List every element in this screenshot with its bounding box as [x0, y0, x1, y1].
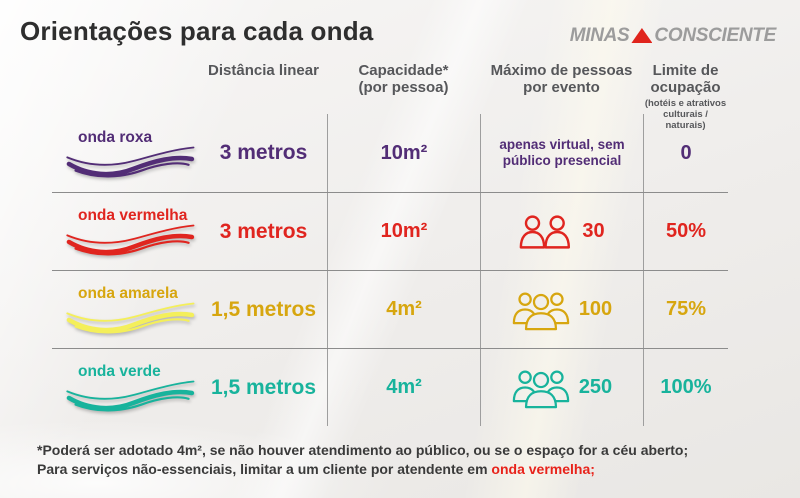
footnote-highlight: onda vermelha;: [491, 461, 595, 477]
max-people-count: 30: [582, 220, 605, 242]
capacity-cell: 10m²: [327, 193, 480, 270]
table-row-onda-roxa: onda roxa 3 metros 10m² apenas virtual, …: [52, 114, 728, 192]
page-title: Orientações para cada onda: [20, 16, 374, 46]
wave-name-cell: onda verde: [52, 363, 200, 412]
wave-icon: [66, 146, 195, 177]
logo-text-consciente: CONSCIENTE: [654, 25, 776, 46]
capacity-cell: 4m²: [327, 349, 480, 426]
minas-consciente-logo: MINAS CONSCIENTE: [569, 25, 777, 47]
column-header-distance: Distância linear: [208, 62, 319, 79]
table-header-row: Distância linear Capacidade* (por pessoa…: [52, 62, 728, 131]
triangle-icon: [631, 28, 653, 43]
max-people-count: 250: [578, 376, 613, 398]
event-restriction-text: apenas virtual, sem público presencial: [499, 137, 625, 168]
occupancy-limit-cell: 50%: [643, 193, 728, 270]
footnote: *Poderá ser adotado 4m², se não houver a…: [37, 441, 800, 479]
wave-name-cell: onda roxa: [52, 129, 200, 178]
occupancy-limit-cell: 0: [643, 114, 728, 192]
max-people-cell: 30: [480, 193, 643, 270]
wave-name-label: onda vermelha: [78, 207, 188, 224]
max-people-count: 100: [578, 298, 613, 320]
table-row-onda-vermelha: onda vermelha 3 metros 10m² 30: [52, 192, 728, 270]
table-row-onda-verde: onda verde 1,5 metros 4m²: [52, 348, 728, 426]
wave-icon: [66, 380, 195, 412]
wave-name-cell: onda amarela: [52, 285, 200, 334]
max-people-cell: apenas virtual, sem público presencial: [480, 114, 643, 192]
three-people-icon: [512, 292, 570, 330]
wave-icon: [66, 224, 195, 256]
three-people-icon: [512, 370, 570, 408]
footnote-line-2: Para serviços não-essenciais, limitar a …: [37, 461, 595, 477]
wave-name-label: onda verde: [78, 363, 161, 380]
footnote-line-1: *Poderá ser adotado 4m², se não houver a…: [37, 442, 689, 458]
distance-cell: 3 metros: [219, 219, 308, 243]
wave-name-cell: onda vermelha: [52, 207, 200, 256]
wave-guidelines-table: Distância linear Capacidade* (por pessoa…: [52, 62, 728, 426]
occupancy-limit-cell: 75%: [643, 271, 728, 348]
max-people-cell: 100: [480, 271, 643, 348]
capacity-cell: 10m²: [327, 114, 480, 192]
wave-name-label: onda amarela: [78, 285, 178, 302]
capacity-cell: 4m²: [327, 271, 480, 348]
distance-cell: 1,5 metros: [210, 297, 317, 321]
column-header-capacity: Capacidade* (por pessoa): [358, 62, 449, 96]
column-header-max-people: Máximo de pessoas por evento: [490, 62, 633, 96]
column-header-occupancy-note: (hotéis e atrativos culturais / naturais…: [644, 98, 727, 131]
column-header-occupancy-limit: Limite de ocupação (hotéis e atrativos c…: [644, 62, 727, 131]
max-people-cell: 250: [480, 349, 643, 426]
occupancy-limit-cell: 100%: [643, 349, 728, 426]
header: Orientações para cada onda MINAS CONSCIE…: [0, 0, 800, 62]
two-people-icon: [520, 214, 571, 249]
distance-cell: 1,5 metros: [210, 375, 317, 399]
table-row-onda-amarela: onda amarela 1,5 metros 4m²: [52, 270, 728, 348]
distance-cell: 3 metros: [219, 141, 308, 164]
logo-text-minas: MINAS: [569, 25, 630, 46]
wave-name-label: onda roxa: [78, 128, 153, 146]
wave-icon: [66, 302, 195, 334]
